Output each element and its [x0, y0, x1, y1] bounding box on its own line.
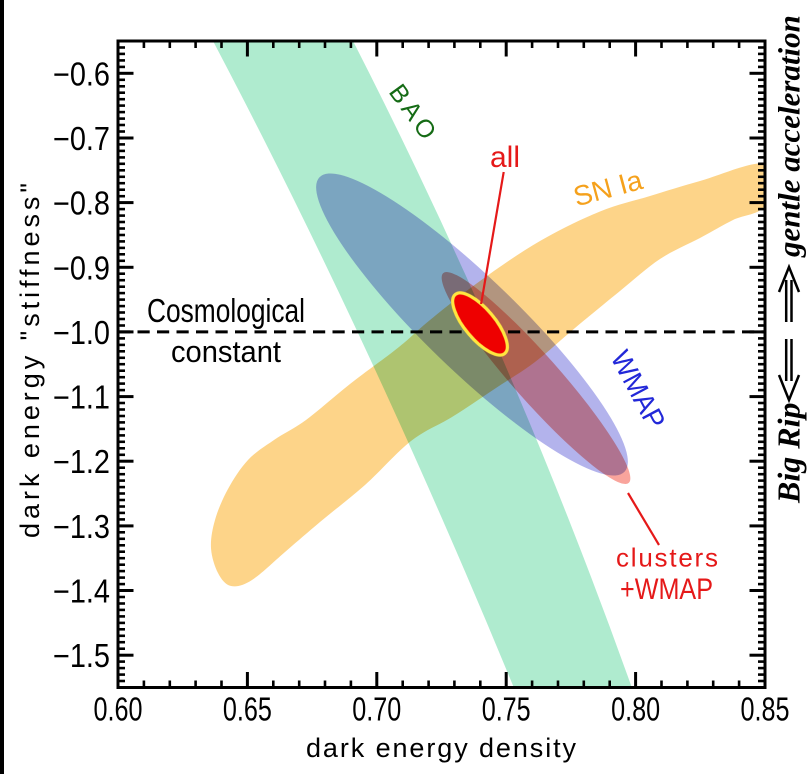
svg-text:all: all: [490, 141, 520, 174]
svg-text:0.65: 0.65: [223, 691, 272, 728]
svg-text:gentle acceleration: gentle acceleration: [772, 15, 807, 258]
svg-text:−1.1: −1.1: [53, 379, 110, 416]
svg-text:−0.8: −0.8: [53, 185, 110, 222]
svg-text:clusters: clusters: [616, 543, 718, 573]
svg-text:−0.6: −0.6: [53, 55, 110, 92]
svg-text:−1.0: −1.0: [53, 314, 110, 351]
svg-text:0.75: 0.75: [482, 691, 531, 728]
svg-text:0.80: 0.80: [611, 691, 660, 728]
svg-text:constant: constant: [171, 334, 281, 369]
svg-text:0.85: 0.85: [741, 691, 790, 728]
svg-text:+WMAP: +WMAP: [620, 573, 713, 606]
svg-text:−1.2: −1.2: [53, 443, 110, 480]
svg-text:−0.9: −0.9: [53, 249, 110, 286]
svg-text:0.70: 0.70: [352, 691, 401, 728]
svg-text:dark energy "stiffness": dark energy "stiffness": [15, 183, 45, 538]
svg-text:dark energy density: dark energy density: [306, 733, 577, 763]
svg-text:−1.5: −1.5: [53, 637, 110, 674]
svg-text:0.60: 0.60: [94, 691, 143, 728]
svg-text:−1.4: −1.4: [53, 573, 110, 610]
svg-text:−0.7: −0.7: [53, 120, 110, 157]
svg-text:Big Rip: Big Rip: [771, 403, 807, 504]
svg-text:Cosmological: Cosmological: [147, 292, 305, 329]
svg-text:−1.3: −1.3: [53, 508, 110, 545]
